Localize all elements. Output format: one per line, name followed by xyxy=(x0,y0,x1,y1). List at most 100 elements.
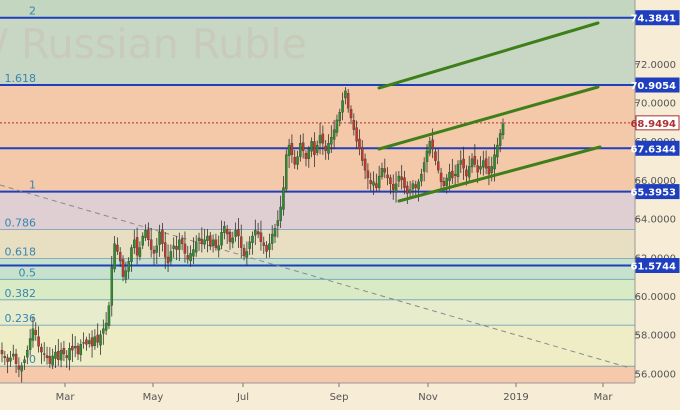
candle-body xyxy=(273,228,277,237)
candle-body xyxy=(380,168,384,177)
time-tick-label: Nov xyxy=(418,392,438,403)
candle-body xyxy=(462,158,465,169)
candle-body xyxy=(285,154,288,190)
time-tick-label: Sep xyxy=(330,392,349,403)
candle-body xyxy=(3,356,7,359)
candle-body xyxy=(178,239,181,250)
candle-body xyxy=(54,351,57,359)
candle-body xyxy=(425,150,429,162)
candle-body xyxy=(206,235,209,241)
candle-body xyxy=(414,184,417,188)
fib-band xyxy=(0,279,635,300)
candle-body xyxy=(344,90,347,99)
candle-body xyxy=(484,158,488,169)
candle-body xyxy=(158,231,161,245)
fib-band-top xyxy=(0,0,635,18)
candle-body xyxy=(248,241,251,249)
candle-body xyxy=(20,365,23,372)
candle-body xyxy=(225,228,229,235)
candle-body xyxy=(51,355,54,366)
candle-body xyxy=(400,176,403,181)
candle-body xyxy=(175,246,178,250)
fib-level-label: 2 xyxy=(29,5,36,18)
candle-body xyxy=(330,137,333,145)
candle-body xyxy=(394,183,398,193)
horizontal-lines xyxy=(0,16,635,267)
price-tick-label: 72.0000 xyxy=(635,60,676,71)
candle-body xyxy=(377,175,381,189)
candle-body xyxy=(239,236,243,248)
candle-body xyxy=(296,156,299,165)
candle-body xyxy=(40,346,43,353)
candle-body xyxy=(321,133,325,144)
candle-body xyxy=(90,337,94,347)
candle-body xyxy=(434,151,437,161)
candle-body xyxy=(102,328,105,334)
candle-body xyxy=(270,233,274,244)
candle-body xyxy=(223,226,226,233)
fib-level-label: 0.5 xyxy=(19,266,37,279)
candle-body xyxy=(465,169,468,177)
candle-body xyxy=(490,166,493,173)
candle-body xyxy=(113,243,116,270)
trend-channel xyxy=(377,21,602,203)
candle-body xyxy=(473,156,477,165)
candle-body xyxy=(268,243,271,250)
candle-body xyxy=(138,247,142,257)
candle-body xyxy=(428,141,432,154)
candle-body xyxy=(358,138,361,150)
candle-body xyxy=(192,249,195,257)
time-tick-label: 2019 xyxy=(503,392,528,403)
candle-body xyxy=(124,270,128,280)
time-tick-label: Mar xyxy=(594,392,614,403)
fib-level-label: 0.618 xyxy=(5,246,37,259)
candle-body xyxy=(251,235,254,243)
candle-body xyxy=(180,238,184,244)
candle-body xyxy=(57,351,60,360)
candles xyxy=(0,87,505,384)
candle-body xyxy=(161,229,164,244)
candle-body xyxy=(327,142,330,154)
candle-body xyxy=(220,231,223,246)
fib-band xyxy=(0,229,635,259)
candle-body xyxy=(265,245,268,252)
candle-body xyxy=(445,177,448,186)
candle-body xyxy=(431,139,434,150)
candle-body xyxy=(287,144,291,156)
trend-line xyxy=(397,145,602,203)
candle-body xyxy=(166,256,170,264)
candle-body xyxy=(442,181,446,186)
candle-body xyxy=(355,127,358,142)
candle-body xyxy=(310,141,313,152)
price-tick-label: 58.0000 xyxy=(635,331,676,342)
candle-body xyxy=(217,245,220,251)
candle-body xyxy=(6,357,9,362)
candle-body xyxy=(456,164,460,178)
fib-bands xyxy=(0,0,635,383)
candle-body xyxy=(318,135,322,144)
candle-body xyxy=(68,348,71,361)
candle-body xyxy=(482,160,485,168)
fib-band xyxy=(0,85,635,192)
candle-body xyxy=(133,239,136,249)
price-tick-label: 66.0000 xyxy=(635,176,676,187)
price-label-box xyxy=(635,140,680,156)
candle-body xyxy=(279,206,282,221)
candle-body xyxy=(375,183,378,188)
price-label-box xyxy=(635,184,680,200)
candle-body xyxy=(28,338,32,350)
candle-body xyxy=(315,144,319,153)
fib-band xyxy=(0,258,635,280)
candle-body xyxy=(76,345,80,355)
candle-body xyxy=(467,166,471,178)
candle-body xyxy=(389,177,392,184)
candle-body xyxy=(149,239,153,250)
candle-body xyxy=(349,109,353,119)
candle-body xyxy=(110,266,114,306)
candle-body xyxy=(307,148,311,160)
candle-body xyxy=(406,185,409,194)
time-tick-label: May xyxy=(143,392,164,403)
price-label: 68.9494 xyxy=(630,119,676,130)
candle-body xyxy=(231,237,235,244)
fib-level-label: 0.786 xyxy=(5,217,37,230)
